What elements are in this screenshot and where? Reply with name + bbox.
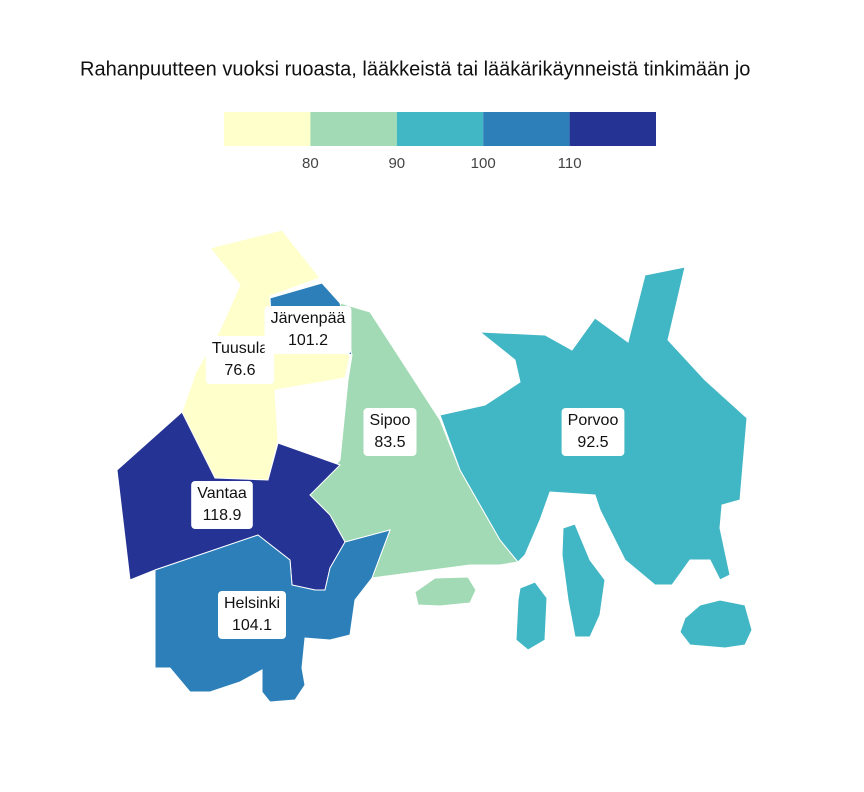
label-box <box>561 408 625 456</box>
region-label: Sipoo 83.5 <box>363 408 417 456</box>
region-value: 101.2 <box>288 332 328 349</box>
colorbar-tick-label: 100 <box>471 155 496 172</box>
colorbar-tick-label: 110 <box>558 155 582 172</box>
colorbar-segment <box>396 112 484 146</box>
region <box>439 266 753 651</box>
colorbar-segment <box>483 112 570 146</box>
chart-title: Rahanpuutteen vuoksi ruoasta, lääkkeistä… <box>80 58 750 80</box>
colorbar-segment <box>569 112 656 146</box>
region-name: Tuusula <box>212 340 268 357</box>
region-name: Porvoo <box>568 412 619 429</box>
colorbar-tick-label: 90 <box>388 155 405 172</box>
label-box <box>363 408 417 456</box>
region-value: 92.5 <box>577 434 608 451</box>
region-name: Sipoo <box>370 412 411 429</box>
region-value: 118.9 <box>203 507 242 524</box>
label-box <box>264 306 352 354</box>
region-label: Helsinki 104.1 <box>217 591 287 639</box>
region-label: Tuusula 76.6 <box>205 336 275 384</box>
region-value: 83.5 <box>374 434 405 451</box>
label-box <box>217 591 287 639</box>
region-label: Vantaa 118.9 <box>191 481 253 529</box>
colorbar-segment <box>224 112 311 146</box>
region-label: Porvoo 92.5 <box>561 408 625 456</box>
label-box <box>205 336 275 384</box>
region-name: Vantaa <box>197 485 247 502</box>
region-name: Järvenpää <box>271 310 346 327</box>
region-value: 76.6 <box>224 362 255 379</box>
colorbar-segment <box>310 112 397 146</box>
label-box <box>191 481 253 529</box>
colorbar-tick-label: 80 <box>302 155 319 172</box>
region-name: Helsinki <box>224 595 280 612</box>
region-label: Järvenpää 101.2 <box>264 306 352 354</box>
region-value: 104.1 <box>232 617 272 634</box>
